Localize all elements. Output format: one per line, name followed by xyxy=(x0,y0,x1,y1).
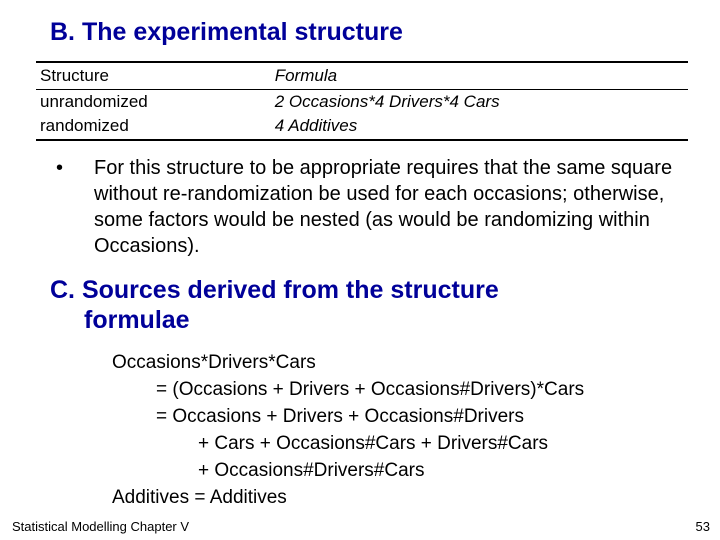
structure-table: Structure Formula unrandomized 2 Occasio… xyxy=(36,61,688,141)
formula-line: + Occasions#Drivers#Cars xyxy=(112,457,698,484)
formula-line: = (Occasions + Drivers + Occasions#Drive… xyxy=(112,376,698,403)
bullet-text: For this structure to be appropriate req… xyxy=(94,155,678,259)
slide-footer: Statistical Modelling Chapter V 53 xyxy=(12,519,710,534)
table-row: randomized 4 Additives xyxy=(36,114,688,140)
table-row: unrandomized 2 Occasions*4 Drivers*4 Car… xyxy=(36,90,688,115)
section-b-heading: B. The experimental structure xyxy=(22,18,698,47)
formula-line: = Occasions + Drivers + Occasions#Driver… xyxy=(112,403,698,430)
heading-c-line1: C. Sources derived from the structure xyxy=(50,276,499,304)
formula-line: Additives = Additives xyxy=(112,484,698,511)
table-cell-structure: unrandomized xyxy=(36,90,271,115)
bullet-item: • For this structure to be appropriate r… xyxy=(56,155,678,259)
footer-page-number: 53 xyxy=(696,519,710,534)
section-c-heading: C. Sources derived from the structure fo… xyxy=(50,275,698,335)
formula-line: Occasions*Drivers*Cars xyxy=(112,349,698,376)
table-header-structure: Structure xyxy=(36,62,271,90)
bullet-marker: • xyxy=(56,155,94,259)
heading-c-line2: formulae xyxy=(50,305,698,335)
formula-line: + Cars + Occasions#Cars + Drivers#Cars xyxy=(112,430,698,457)
table-header-formula: Formula xyxy=(271,62,688,90)
table-cell-formula: 4 Additives xyxy=(271,114,688,140)
footer-left: Statistical Modelling Chapter V xyxy=(12,519,189,534)
formula-derivation: Occasions*Drivers*Cars = (Occasions + Dr… xyxy=(112,349,698,511)
table-cell-structure: randomized xyxy=(36,114,271,140)
table-cell-formula: 2 Occasions*4 Drivers*4 Cars xyxy=(271,90,688,115)
